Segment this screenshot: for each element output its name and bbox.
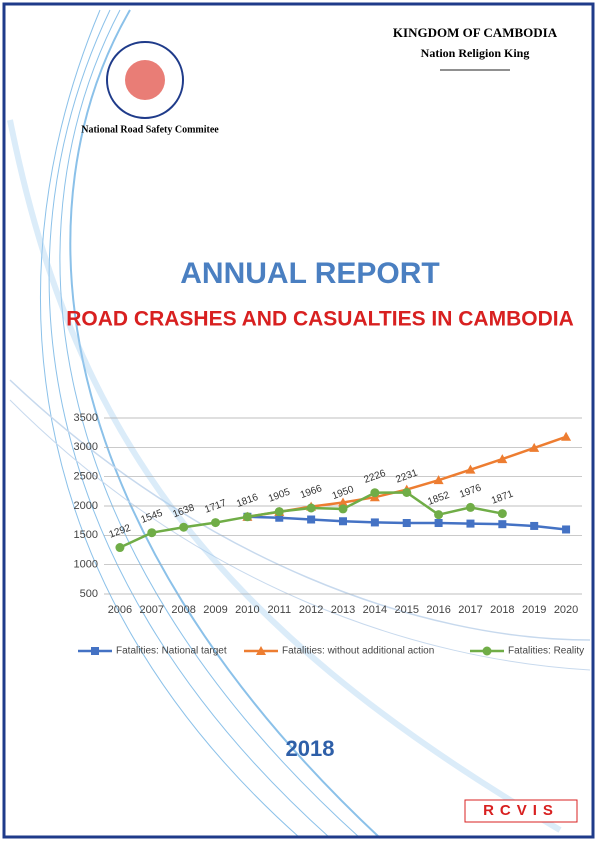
- data-point: [483, 647, 492, 656]
- y-tick-label: 2500: [74, 471, 98, 483]
- country-name: KINGDOM OF CAMBODIA: [393, 25, 558, 40]
- x-tick-label: 2008: [171, 604, 195, 616]
- motto: Nation Religion King: [421, 46, 530, 60]
- x-tick-label: 2011: [267, 604, 291, 616]
- x-tick-label: 2006: [108, 604, 132, 616]
- report-title: ANNUAL REPORT: [180, 257, 439, 290]
- data-point: [307, 515, 315, 523]
- data-point: [243, 512, 252, 521]
- y-tick-label: 1500: [74, 529, 98, 541]
- data-point: [530, 522, 538, 530]
- x-tick-label: 2012: [299, 604, 323, 616]
- data-point: [91, 647, 99, 655]
- x-tick-label: 2015: [394, 604, 418, 616]
- cover: National Road Safety Commitee KINGDOM OF…: [0, 0, 597, 841]
- committee-name: National Road Safety Commitee: [81, 124, 219, 135]
- data-point: [211, 518, 220, 527]
- data-point: [179, 523, 188, 532]
- x-tick-label: 2017: [458, 604, 482, 616]
- data-point: [275, 507, 284, 516]
- report-year: 2018: [286, 736, 335, 761]
- x-tick-label: 2018: [490, 604, 514, 616]
- data-point: [466, 503, 475, 512]
- data-point: [498, 520, 506, 528]
- x-tick-label: 2010: [235, 604, 259, 616]
- data-point: [466, 520, 474, 528]
- data-point: [435, 519, 443, 527]
- x-tick-label: 2019: [522, 604, 546, 616]
- y-tick-label: 3000: [74, 441, 98, 453]
- x-tick-label: 2014: [363, 604, 387, 616]
- x-tick-label: 2013: [331, 604, 355, 616]
- data-point: [402, 488, 411, 497]
- data-point: [498, 509, 507, 518]
- committee-emblem-core: [125, 60, 165, 100]
- y-tick-label: 1000: [74, 559, 98, 571]
- data-point: [403, 519, 411, 527]
- data-point: [147, 528, 156, 537]
- x-tick-label: 2007: [140, 604, 164, 616]
- legend-label: Fatalities: Reality: [508, 646, 584, 657]
- data-point: [339, 504, 348, 513]
- y-tick-label: 2000: [74, 500, 98, 512]
- data-point: [370, 488, 379, 497]
- data-point: [339, 517, 347, 525]
- data-point: [562, 525, 570, 533]
- x-tick-label: 2016: [426, 604, 450, 616]
- logo: RCVIS: [483, 802, 559, 819]
- y-tick-label: 500: [80, 588, 98, 600]
- data-point: [307, 503, 316, 512]
- data-point: [434, 510, 443, 519]
- legend-label: Fatalities: without additional action: [282, 646, 434, 657]
- legend-label: Fatalities: National target: [116, 646, 227, 657]
- y-tick-label: 3500: [74, 412, 98, 424]
- x-tick-label: 2009: [203, 604, 227, 616]
- data-point: [371, 518, 379, 526]
- x-tick-label: 2020: [554, 604, 578, 616]
- data-point: [115, 543, 124, 552]
- report-subtitle: ROAD CRASHES AND CASUALTIES IN CAMBODIA: [66, 308, 574, 331]
